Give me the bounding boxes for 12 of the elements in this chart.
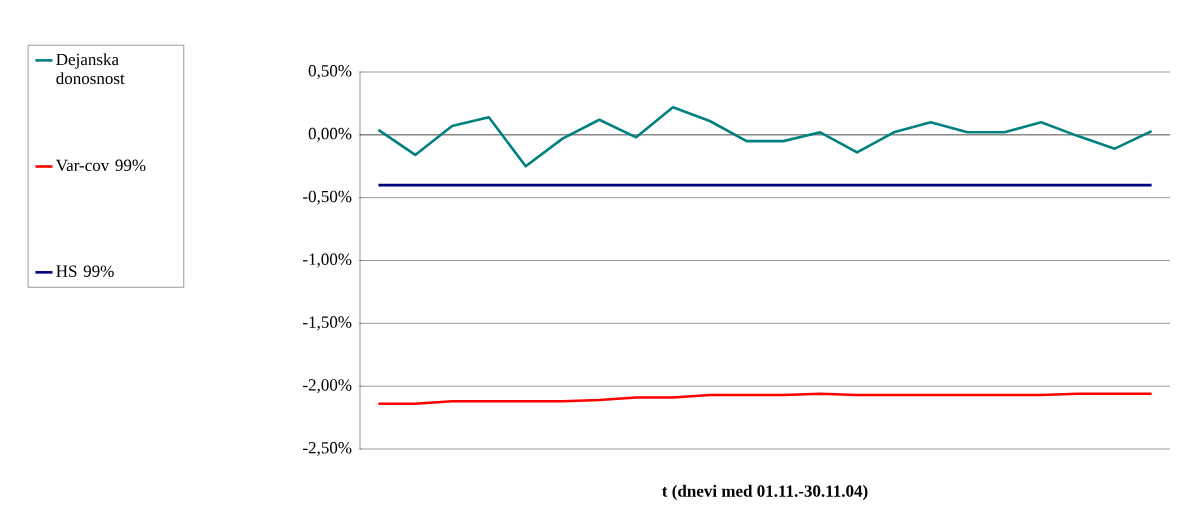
legend-label: Var-cov 99% — [55, 159, 146, 172]
x-axis-title: t (dnevi med 01.11.-30.11.04) — [662, 484, 868, 501]
y-tick-label: -2,00% — [303, 379, 352, 394]
line-series — [377, 105, 1153, 168]
y-tick-label: -0,50% — [303, 190, 352, 205]
y-tick-label: -2,50% — [303, 442, 352, 456]
legend-label: HS 99% — [56, 265, 114, 277]
legend-label: Dejanska donosnost — [56, 53, 125, 85]
y-tick-label: 0,50% — [308, 65, 352, 79]
y-tick-label: -1,50% — [303, 316, 352, 331]
y-tick-label: 0,00% — [308, 127, 352, 142]
y-tick-label: -1,00% — [303, 253, 352, 268]
